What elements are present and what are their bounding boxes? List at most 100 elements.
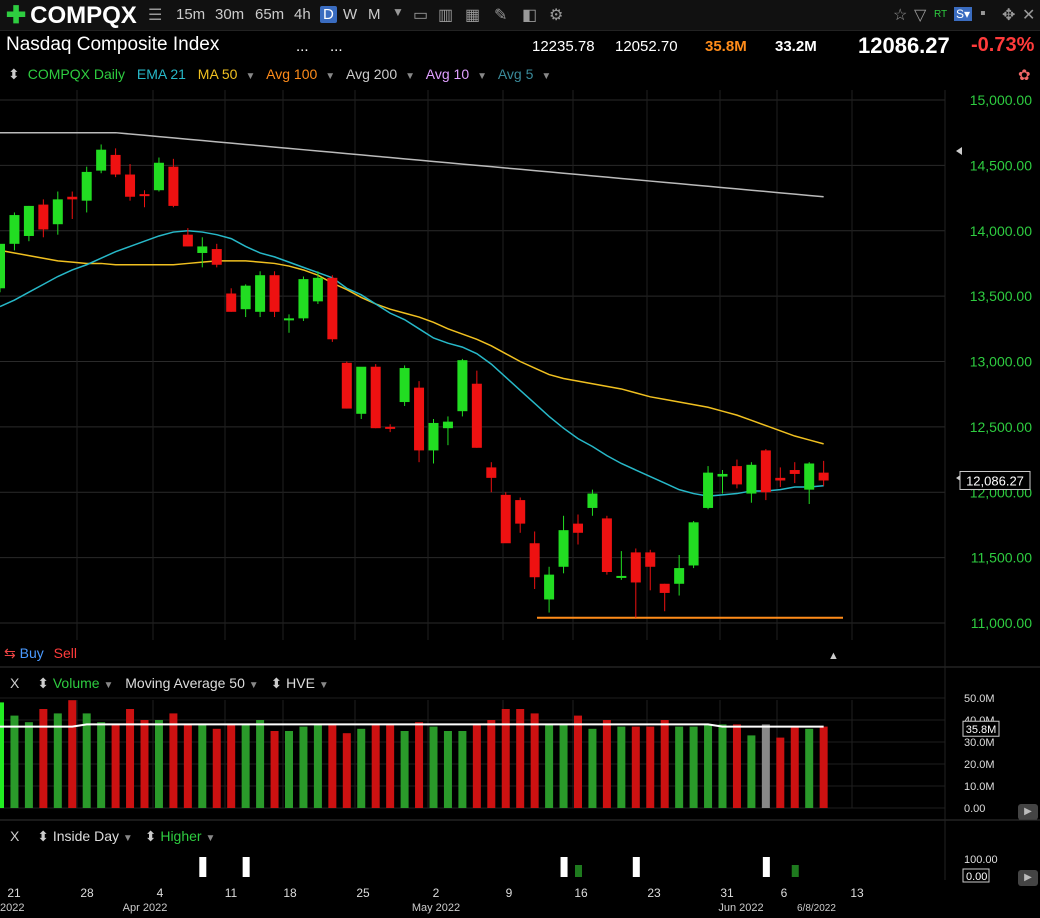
volume-bar bbox=[241, 724, 250, 808]
price-marker-icon bbox=[956, 147, 962, 155]
timeframe-4h[interactable]: 4h bbox=[294, 6, 311, 23]
timeframe-30m[interactable]: 30m bbox=[215, 6, 245, 23]
star-icon[interactable]: ☆ bbox=[893, 7, 908, 24]
volume-label[interactable]: Volume bbox=[52, 675, 100, 691]
hve-label[interactable]: HVE bbox=[286, 675, 315, 691]
hve-drag-icon[interactable]: ⬍ bbox=[270, 675, 283, 691]
volume-ma-label[interactable]: Moving Average 50 bbox=[125, 675, 245, 691]
timeframe-15m[interactable]: 15m bbox=[176, 6, 206, 23]
legend-symbol[interactable]: COMPQX Daily bbox=[27, 66, 125, 82]
timeframe-monthly[interactable]: M bbox=[368, 6, 381, 23]
save-icon[interactable]: ▪ bbox=[980, 5, 986, 22]
candle-body bbox=[471, 383, 482, 448]
close-icon[interactable]: ✕ bbox=[1022, 7, 1036, 24]
last-price-label: 12,086.27 bbox=[966, 473, 1024, 488]
trade-swap-icon[interactable]: ⇆ bbox=[4, 645, 16, 661]
buy-button[interactable]: Buy bbox=[19, 645, 44, 661]
ma50-line bbox=[0, 249, 824, 445]
higher-bar bbox=[791, 865, 799, 877]
sell-button[interactable]: Sell bbox=[53, 645, 77, 661]
candle-body bbox=[789, 470, 800, 474]
quote-dots-1: ... bbox=[296, 38, 309, 55]
s-icon[interactable]: S▾ bbox=[954, 7, 973, 21]
legend-avg100[interactable]: Avg 100 bbox=[266, 66, 318, 82]
x-tick-label: 21 bbox=[7, 886, 21, 900]
tv-icon[interactable]: ▭ bbox=[413, 7, 429, 24]
timeframe-65m[interactable]: 65m bbox=[255, 6, 285, 23]
legend-avg100-dropdown-icon[interactable]: ▼ bbox=[325, 71, 338, 82]
candle-body bbox=[587, 493, 598, 508]
calculator-icon[interactable]: ▦ bbox=[465, 7, 481, 24]
volume-tick-label: 20.0M bbox=[964, 759, 995, 771]
price-tick-label: 12,500.00 bbox=[970, 419, 1032, 435]
collapse-up-icon[interactable]: ▲ bbox=[828, 650, 839, 662]
index-name: Nasdaq Composite Index bbox=[6, 34, 220, 55]
legend-avg5[interactable]: Avg 5 bbox=[497, 66, 534, 82]
x-tick-label: 4 bbox=[157, 886, 164, 900]
price-tick-label: 11,500.00 bbox=[971, 550, 1032, 566]
timeframe-weekly[interactable]: W bbox=[343, 6, 358, 23]
higher-label[interactable]: Higher bbox=[160, 828, 202, 844]
volume-bar bbox=[68, 700, 77, 808]
legend-ema21[interactable]: EMA 21 bbox=[136, 66, 186, 82]
volume-bar bbox=[588, 728, 597, 808]
realtime-badge: RT bbox=[934, 9, 948, 20]
indicator-close-button[interactable]: X bbox=[10, 828, 20, 844]
legend-avg200-dropdown-icon[interactable]: ▼ bbox=[405, 71, 418, 82]
legend-avg10[interactable]: Avg 10 bbox=[425, 66, 470, 82]
legend-avg200[interactable]: Avg 200 bbox=[345, 66, 398, 82]
candle-body bbox=[529, 543, 540, 578]
legend-ma50[interactable]: MA 50 bbox=[197, 66, 238, 82]
inside-day-drag-icon[interactable]: ⬍ bbox=[37, 828, 49, 844]
volume-bar bbox=[357, 728, 366, 808]
higher-dropdown-icon[interactable]: ▼ bbox=[205, 833, 216, 844]
candle-body bbox=[804, 463, 815, 490]
candle-body bbox=[818, 472, 829, 481]
layers-icon[interactable]: ◧ bbox=[522, 7, 538, 24]
legend-avg10-dropdown-icon[interactable]: ▼ bbox=[477, 71, 490, 82]
candle-body bbox=[226, 293, 237, 312]
volume-bar bbox=[516, 709, 525, 808]
legend-ma50-dropdown-icon[interactable]: ▼ bbox=[245, 71, 259, 82]
legend-avg5-dropdown-icon[interactable]: ▼ bbox=[541, 71, 552, 82]
draw-pencil-icon[interactable]: ✎ bbox=[494, 7, 508, 24]
timeframe-dropdown-icon[interactable]: ▼ bbox=[392, 5, 404, 19]
volume-bar bbox=[689, 726, 698, 808]
higher-bar bbox=[575, 865, 582, 877]
volume-dropdown-icon[interactable]: ▼ bbox=[103, 680, 114, 691]
volume-ma-dropdown-icon[interactable]: ▼ bbox=[248, 680, 259, 691]
x-tick-label: 31 bbox=[720, 886, 734, 900]
timeframe-daily[interactable]: D bbox=[320, 6, 337, 23]
higher-drag-icon[interactable]: ⬍ bbox=[144, 828, 157, 844]
price-tick-label: 13,000.00 bbox=[970, 354, 1032, 370]
volume-bar bbox=[472, 724, 481, 808]
bars-icon[interactable]: ▥ bbox=[438, 7, 454, 24]
volume-drag-icon[interactable]: ⬍ bbox=[37, 675, 49, 691]
symbol-field[interactable]: ✚ COMPQX bbox=[6, 1, 137, 30]
candle-body bbox=[312, 277, 323, 302]
candle-body bbox=[659, 583, 670, 593]
month-label: Jun 2022 bbox=[718, 902, 763, 914]
candle-body bbox=[544, 574, 555, 600]
move-icon[interactable]: ✥ bbox=[1002, 7, 1016, 24]
volume-bar bbox=[805, 728, 814, 808]
add-symbol-icon[interactable]: ✚ bbox=[6, 2, 27, 29]
volume-bar bbox=[732, 724, 741, 808]
candle-body bbox=[240, 285, 251, 310]
volume-scroll-right-button[interactable]: ▶ bbox=[1018, 804, 1038, 820]
legend-drag-icon[interactable]: ⬍ bbox=[8, 66, 20, 82]
inside-day-label[interactable]: Inside Day bbox=[52, 828, 120, 844]
alert-icon[interactable]: ▽ bbox=[914, 7, 927, 24]
candle-body bbox=[81, 171, 92, 201]
volume-close-button[interactable]: X bbox=[10, 675, 20, 691]
volume-bar bbox=[0, 702, 4, 808]
hve-dropdown-icon[interactable]: ▼ bbox=[318, 680, 329, 691]
indicator-scroll-right-button[interactable]: ▶ bbox=[1018, 870, 1038, 886]
candle-body bbox=[428, 422, 439, 451]
palette-icon[interactable]: ✿ bbox=[1018, 67, 1031, 84]
inside-day-dropdown-icon[interactable]: ▼ bbox=[122, 833, 133, 844]
list-icon[interactable]: ☰ bbox=[148, 7, 163, 24]
share-icon[interactable]: ⚙ bbox=[549, 7, 564, 24]
ema21-line bbox=[0, 229, 824, 497]
